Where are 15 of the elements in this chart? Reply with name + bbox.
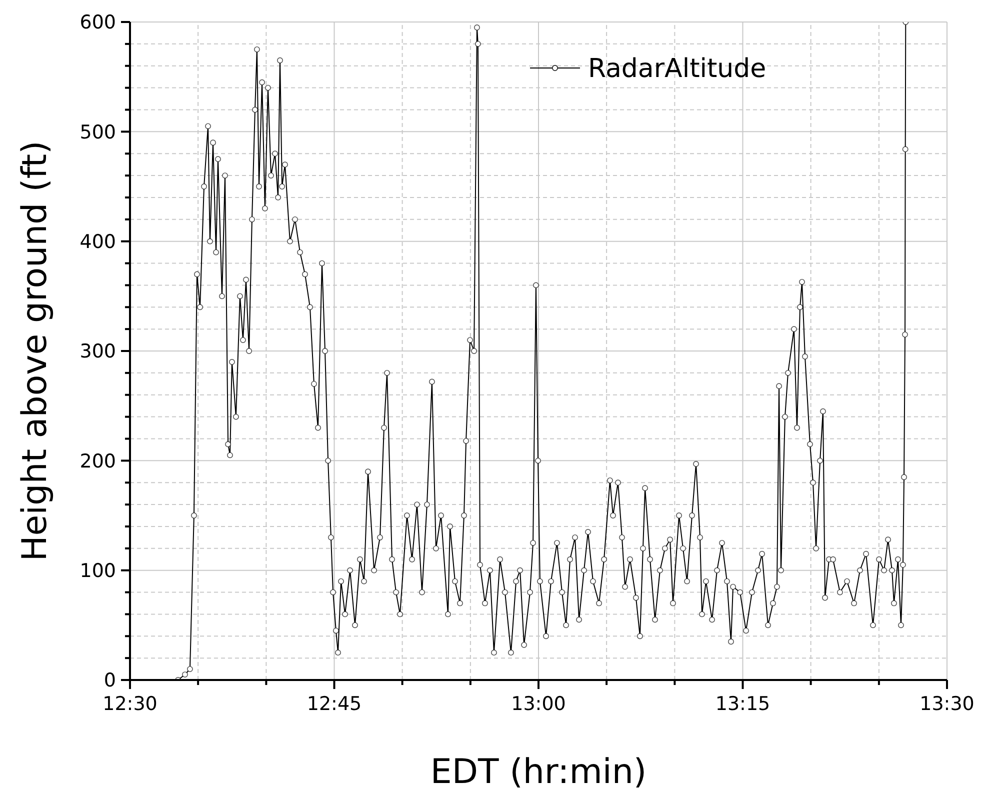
y-tick-label: 400 bbox=[80, 230, 116, 253]
x-tick-label: 13:15 bbox=[715, 693, 770, 715]
y-tick-label: 300 bbox=[80, 340, 116, 363]
x-tick-label: 12:45 bbox=[306, 693, 362, 715]
y-tick-label: 0 bbox=[104, 670, 116, 692]
y-axis-title: Height above ground (ft) bbox=[15, 140, 55, 562]
x-tick-label: 13:30 bbox=[920, 693, 974, 715]
y-tick-label: 600 bbox=[80, 12, 116, 34]
y-tick-label: 100 bbox=[80, 560, 116, 582]
y-tick-label: 200 bbox=[80, 450, 116, 472]
y-tick-label: 500 bbox=[80, 121, 116, 144]
x-tick-label: 13:00 bbox=[511, 693, 566, 715]
x-tick-label: 12:30 bbox=[102, 693, 158, 715]
x-axis-title: EDT (hr:min) bbox=[430, 752, 647, 792]
legend-label: RadarAltitude bbox=[588, 54, 766, 84]
